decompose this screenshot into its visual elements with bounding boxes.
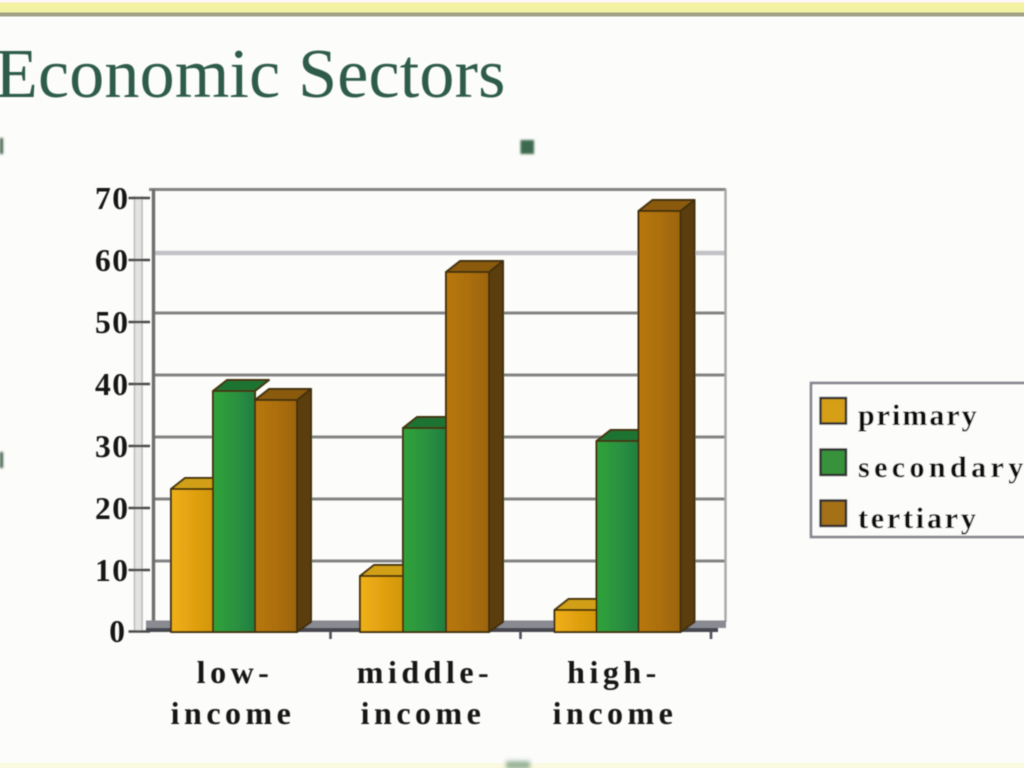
- svg-text:50: 50: [95, 305, 130, 340]
- svg-text:20: 20: [95, 491, 130, 526]
- svg-text:0: 0: [109, 614, 126, 649]
- svg-text:income: income: [171, 695, 296, 731]
- svg-text:middle-: middle-: [357, 654, 493, 690]
- svg-text:60: 60: [95, 243, 130, 278]
- svg-text:primary: primary: [858, 399, 979, 432]
- svg-text:secondary: secondary: [858, 451, 1024, 484]
- svg-text:10: 10: [95, 553, 130, 588]
- svg-text:high-: high-: [567, 654, 661, 690]
- svg-text:70: 70: [95, 181, 130, 216]
- svg-text:40: 40: [95, 367, 130, 402]
- svg-text:income: income: [361, 695, 486, 731]
- svg-text:tertiary: tertiary: [858, 502, 979, 535]
- svg-text:30: 30: [95, 429, 130, 464]
- svg-text:Economic Sectors: Economic Sectors: [0, 36, 506, 113]
- svg-text:low-: low-: [197, 654, 274, 690]
- svg-text:income: income: [553, 695, 678, 731]
